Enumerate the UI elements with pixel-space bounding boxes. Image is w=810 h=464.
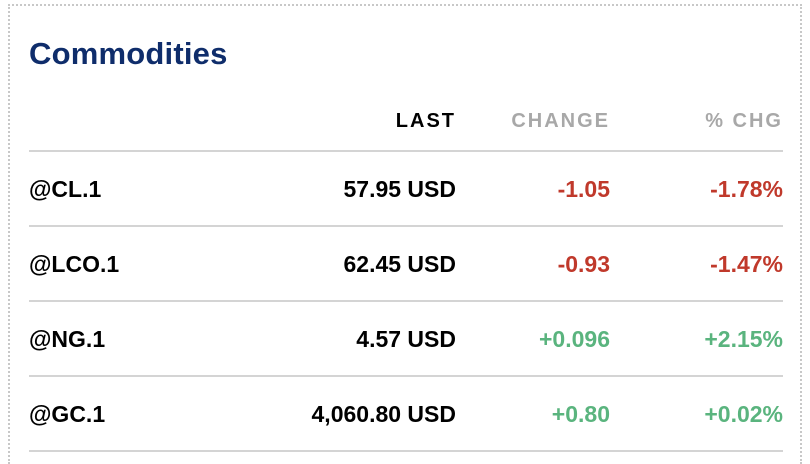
- symbol-link[interactable]: @NG.1: [29, 326, 106, 352]
- change-value: -1.05: [557, 176, 610, 202]
- last-price: 4,060.80 USD: [311, 401, 456, 427]
- symbol-link[interactable]: @CL.1: [29, 176, 102, 202]
- change-value: +0.80: [551, 401, 610, 427]
- column-header-last: LAST: [395, 110, 456, 132]
- table-row[interactable]: @GC.1 4,060.80 USD +0.80 +0.02%: [29, 377, 783, 452]
- last-price: 62.45 USD: [343, 251, 456, 277]
- table-header: LAST CHANGE % CHG: [29, 102, 783, 152]
- commodities-table: LAST CHANGE % CHG @CL.1 57.95 USD -1.05 …: [29, 102, 783, 452]
- widget-title: Commodities: [29, 36, 228, 71]
- table-row[interactable]: @LCO.1 62.45 USD -0.93 -1.47%: [29, 227, 783, 302]
- pct-change-value: +0.02%: [704, 401, 783, 427]
- table-row[interactable]: @NG.1 4.57 USD +0.096 +2.15%: [29, 302, 783, 377]
- column-header-pct-chg: % CHG: [705, 110, 783, 132]
- commodities-widget: Commodities LAST CHANGE % CHG @CL.1 57.9…: [8, 4, 802, 464]
- change-value: +0.096: [539, 326, 610, 352]
- symbol-link[interactable]: @LCO.1: [29, 251, 120, 277]
- table-row[interactable]: @CL.1 57.95 USD -1.05 -1.78%: [29, 152, 783, 227]
- last-price: 57.95 USD: [343, 176, 456, 202]
- pct-change-value: -1.78%: [710, 176, 783, 202]
- pct-change-value: +2.15%: [704, 326, 783, 352]
- symbol-link[interactable]: @GC.1: [29, 401, 106, 427]
- change-value: -0.93: [557, 251, 610, 277]
- column-header-change: CHANGE: [511, 110, 610, 132]
- last-price: 4.57 USD: [356, 326, 456, 352]
- pct-change-value: -1.47%: [710, 251, 783, 277]
